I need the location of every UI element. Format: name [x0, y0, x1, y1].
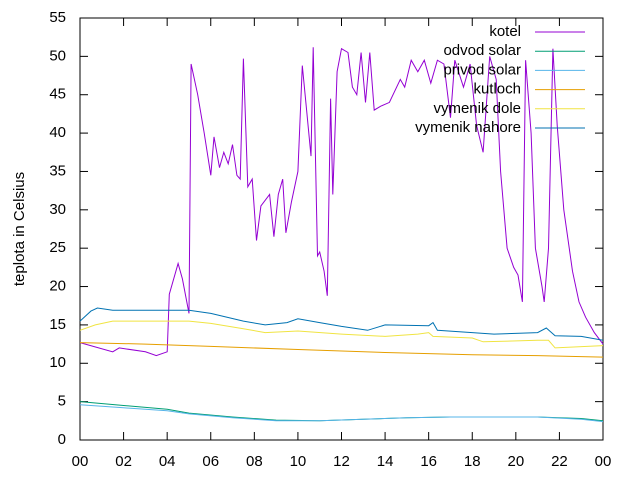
y-tick-label: 30 [49, 201, 66, 218]
y-tick-label: 45 [49, 86, 66, 103]
series-line [79, 47, 604, 357]
x-tick-label: 10 [290, 453, 307, 470]
y-tick-label: 40 [49, 124, 66, 141]
x-tick-label: 16 [420, 453, 437, 470]
series-line [79, 320, 604, 349]
series-line [79, 404, 604, 423]
y-tick-label: 55 [49, 9, 66, 26]
series-line [79, 342, 604, 358]
legend-label: odvod solar [443, 42, 521, 59]
series-line [79, 401, 604, 422]
legend-label: kotel [489, 23, 521, 40]
y-tick-label: 15 [49, 316, 66, 333]
x-tick-label: 14 [377, 453, 394, 470]
x-tick-label: 00 [595, 453, 612, 470]
y-tick-label: 50 [49, 47, 66, 64]
y-tick-label: 5 [58, 393, 66, 410]
x-tick-label: 20 [507, 453, 524, 470]
legend-label: privod solar [443, 61, 521, 78]
plot-border [79, 17, 604, 441]
x-tick-label: 08 [246, 453, 263, 470]
x-tick-label: 06 [202, 453, 219, 470]
x-tick-label: 02 [115, 453, 132, 470]
y-axis-label: teplota in Celsius [11, 172, 28, 286]
legend-label: kutloch [473, 81, 521, 98]
x-tick-label: 22 [551, 453, 568, 470]
series-line [79, 307, 604, 341]
x-tick-label: 00 [72, 453, 89, 470]
y-tick-label: 10 [49, 354, 66, 371]
y-tick-label: 20 [49, 278, 66, 295]
x-tick-label: 04 [159, 453, 176, 470]
legend-label: vymenik dole [433, 100, 521, 117]
y-tick-label: 25 [49, 239, 66, 256]
y-tick-label: 0 [58, 431, 66, 448]
y-tick-label: 35 [49, 162, 66, 179]
x-tick-label: 12 [333, 453, 350, 470]
x-tick-label: 18 [464, 453, 481, 470]
legend-label: vymenik nahore [415, 119, 521, 136]
